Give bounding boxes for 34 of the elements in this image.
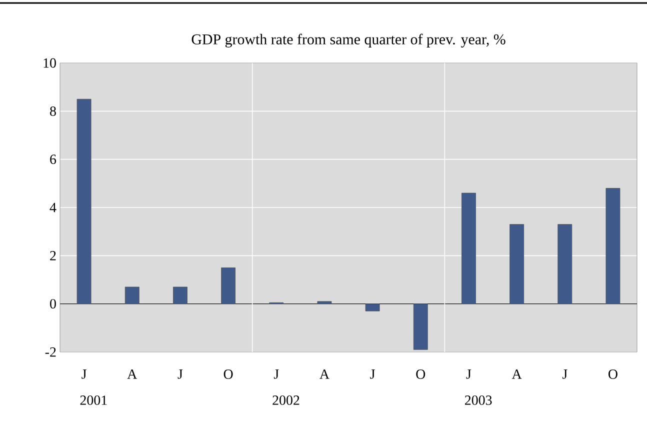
bar xyxy=(606,188,620,304)
x-tick-label: O xyxy=(224,370,233,379)
text: 2003 xyxy=(464,396,492,405)
x-tick-label: A xyxy=(320,370,330,379)
x-tick-label: O xyxy=(416,370,426,379)
bar xyxy=(558,224,572,304)
y-tick-label: 8 xyxy=(50,106,56,116)
chart-title: GDP growth rate from same quarter of prev. year, % xyxy=(192,34,506,48)
bar xyxy=(462,192,476,304)
x-tick-label: J xyxy=(370,370,375,379)
bar xyxy=(365,304,380,312)
x-tick-label: O xyxy=(608,370,618,379)
x-tick-label: J xyxy=(466,370,472,379)
x-tick-label: J xyxy=(274,370,279,379)
bar xyxy=(221,268,236,304)
y-tick-label: -2 xyxy=(45,347,56,357)
bar xyxy=(124,286,140,304)
x-tick-label: J xyxy=(82,370,86,379)
bar xyxy=(76,98,92,304)
text: 2002 xyxy=(272,396,300,405)
y-tick-label: 10 xyxy=(44,58,56,68)
y-tick-label: 6 xyxy=(50,154,56,164)
y-tick-label: 2 xyxy=(50,251,56,260)
x-tick-label: J xyxy=(178,370,183,379)
text: 2001 xyxy=(80,396,107,405)
bar xyxy=(317,301,332,304)
y-tick-label: 0 xyxy=(50,299,56,309)
x-tick-label: A xyxy=(127,370,138,379)
y-tick-label: 4 xyxy=(50,202,56,212)
x-tick-label: A xyxy=(512,370,522,379)
x-tick-label: J xyxy=(562,370,568,379)
bar xyxy=(413,304,428,350)
bar xyxy=(510,224,524,304)
bar xyxy=(173,286,188,304)
